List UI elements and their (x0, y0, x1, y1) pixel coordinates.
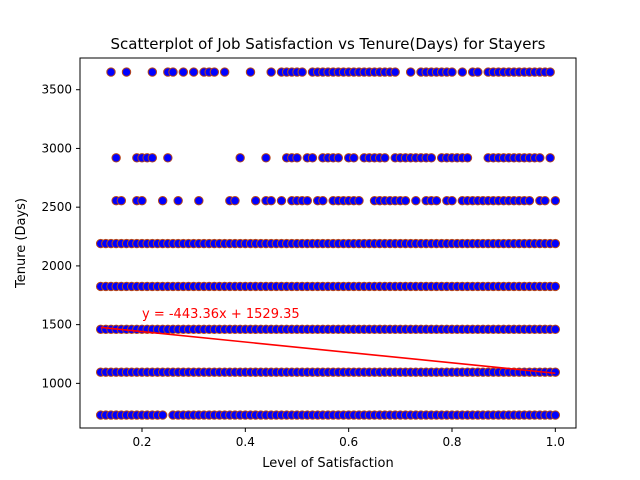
data-point (457, 67, 468, 77)
data-point (266, 196, 276, 206)
trendline (100, 326, 556, 375)
data-point (137, 196, 147, 206)
y-tick-label: 3500 (41, 83, 72, 97)
data-point (524, 196, 535, 206)
data-point (405, 67, 416, 77)
trendline-layer: y = -443.36x + 1529.35 (100, 307, 556, 375)
data-point (276, 196, 287, 206)
data-point (550, 324, 561, 335)
y-tick-label: 2000 (41, 259, 72, 273)
data-point (111, 153, 121, 163)
data-point (188, 67, 199, 77)
data-point (411, 196, 421, 206)
chart-title: Scatterplot of Job Satisfaction vs Tenur… (111, 35, 546, 53)
x-tick-label: 0.2 (132, 435, 151, 449)
y-axis-title: Tenure (Days) (14, 198, 29, 289)
data-point (307, 153, 318, 163)
data-point (431, 196, 442, 206)
data-point (219, 67, 230, 77)
data-point (426, 153, 437, 163)
data-point (106, 67, 116, 77)
data-point (292, 153, 302, 163)
data-point (545, 67, 555, 77)
data-point (261, 153, 271, 163)
data-point (297, 67, 307, 77)
trendline-equation-label: y = -443.36x + 1529.35 (142, 307, 300, 322)
x-tick-label: 1.0 (546, 435, 565, 449)
data-point (121, 67, 132, 77)
y-tick-label: 2500 (41, 200, 72, 214)
data-point (550, 410, 561, 420)
data-point (333, 153, 344, 163)
data-point (545, 153, 555, 163)
data-point (447, 196, 457, 206)
data-point (235, 153, 245, 163)
data-point (266, 67, 276, 77)
data-point (540, 196, 550, 206)
y-axis: 1000 1500 2000 2500 3000 3500 (41, 83, 80, 390)
data-point (462, 153, 473, 163)
data-point (178, 67, 189, 77)
data-point (147, 153, 158, 163)
data-point (230, 196, 240, 206)
data-point (550, 196, 561, 206)
data-point (302, 196, 313, 206)
data-point (245, 67, 256, 77)
data-point (390, 67, 400, 77)
data-point (349, 153, 359, 163)
data-point (173, 196, 183, 206)
data-point (380, 153, 390, 163)
data-point (194, 196, 204, 206)
data-point (147, 67, 158, 77)
x-tick-label: 0.8 (442, 435, 461, 449)
x-tick-label: 0.4 (236, 435, 255, 449)
data-point (116, 196, 127, 206)
data-point (550, 238, 561, 249)
data-point (535, 153, 545, 163)
data-point (550, 281, 561, 292)
x-axis: 0.2 0.4 0.6 0.8 1.0 (132, 428, 565, 449)
y-tick-label: 1500 (41, 318, 72, 332)
data-point (447, 67, 457, 77)
y-tick-label: 3000 (41, 141, 72, 155)
plot-area-frame (79, 57, 577, 429)
x-tick-label: 0.6 (339, 435, 358, 449)
data-point (250, 196, 261, 206)
data-point (157, 410, 168, 420)
points-layer (95, 67, 561, 420)
data-point (473, 67, 483, 77)
data-point (400, 196, 411, 206)
data-point (209, 67, 220, 77)
data-point (157, 196, 168, 206)
y-tick-label: 1000 (41, 376, 72, 390)
data-point (168, 67, 178, 77)
data-point (318, 196, 328, 206)
data-point (354, 196, 364, 206)
data-point (163, 153, 173, 163)
x-axis-title: Level of Satisfaction (262, 456, 393, 471)
